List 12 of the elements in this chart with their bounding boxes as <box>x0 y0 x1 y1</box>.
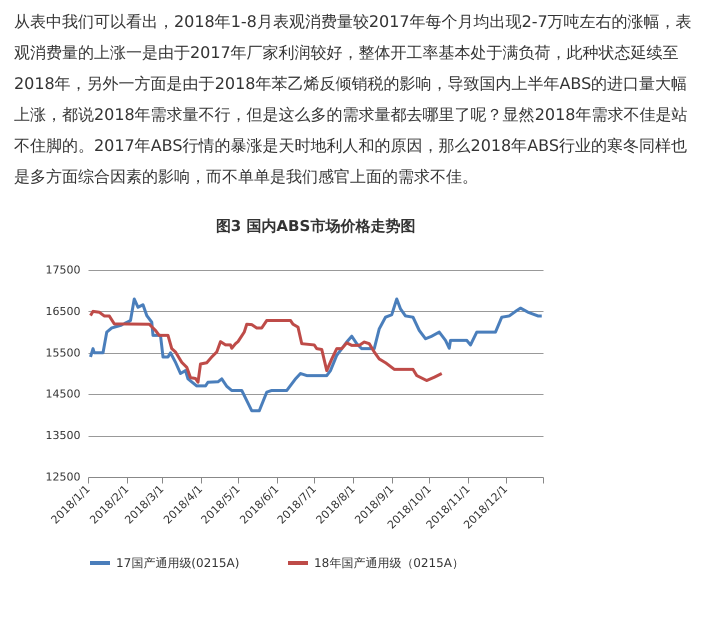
line-series <box>89 297 543 412</box>
y-tick-label: 15500 <box>46 346 80 360</box>
y-tick-label: 13500 <box>46 429 80 442</box>
chart-title: 图3 国内ABS市场价格走势图 <box>216 217 416 235</box>
legend-label: 18年国产通用级（0215A） <box>314 556 464 570</box>
y-tick-label: 12500 <box>46 470 80 484</box>
legend-label: 17国产通用级(0215A) <box>116 556 240 570</box>
line-series <box>89 310 444 384</box>
y-tick-label: 16500 <box>46 304 80 318</box>
text: 从表中我们可以看出，2018年1-8月表观消费量较2017年每个月均出现2-7万吨左右的涨幅，表观消费量的上涨一是由于2017年厂家利润较好，整体开工率基本处于满负荷，此种状态延续至2018年，另外一方面是由于2018年苯乙烯反倾销税的影响，导致国内上半年ABS的进口量大幅上涨，都说2018年需求量不行，但是这么多的需求量都去哪里了呢？显然2018年需求不佳是站不住脚的。2017年ABS行情的暴涨是天时地利人和的原因，那么2018年ABS行业的寒冬同样也是多方面综合因素的影响，而不单单是我们感官上面的需求不佳。 <box>14 11 693 188</box>
y-tick-label: 17500 <box>46 264 80 276</box>
y-tick-label: 14500 <box>46 388 80 401</box>
